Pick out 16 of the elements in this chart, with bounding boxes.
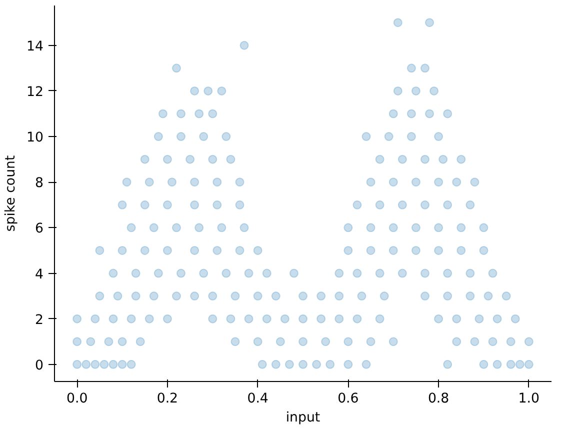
x-axis-title: input bbox=[286, 410, 320, 426]
x-tick-label: 0.0 bbox=[66, 392, 88, 406]
y-axis-title: spike count bbox=[4, 155, 19, 232]
x-tick-label: 0.2 bbox=[156, 392, 178, 406]
y-tick-label: 0 bbox=[35, 358, 44, 374]
y-tick-label: 10 bbox=[26, 130, 44, 146]
x-tick-label: 1.0 bbox=[518, 392, 540, 406]
x-tick-label: 0.6 bbox=[338, 392, 359, 406]
y-tick-label: 8 bbox=[35, 176, 44, 192]
y-tick-label: 4 bbox=[35, 267, 44, 282]
x-tick-label: 0.8 bbox=[428, 392, 450, 406]
y-tick-label: 12 bbox=[26, 84, 44, 100]
x-tick-label: 0.4 bbox=[247, 392, 268, 406]
y-tick-label: 6 bbox=[35, 222, 44, 237]
y-tick-label: 2 bbox=[35, 312, 44, 328]
y-tick-label: 14 bbox=[26, 39, 44, 54]
